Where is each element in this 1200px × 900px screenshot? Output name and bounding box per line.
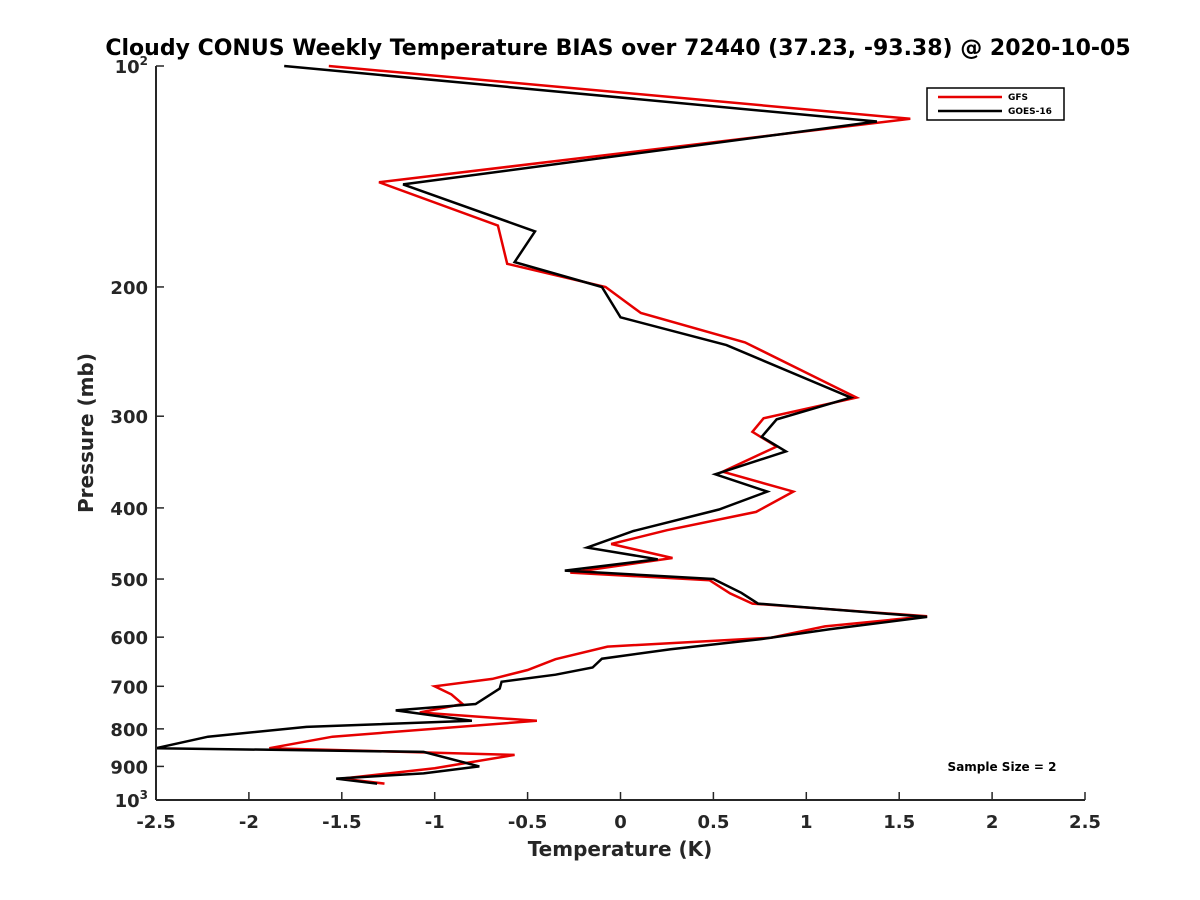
y-axis-label: Pressure (mb) xyxy=(74,353,98,513)
x-tick-label: 2.5 xyxy=(1069,812,1101,833)
y-tick-label: 102 xyxy=(115,54,148,78)
series-layer xyxy=(155,64,928,785)
y-tick-label: 400 xyxy=(110,499,148,520)
legend-box xyxy=(926,87,1065,121)
x-tick-label: 1 xyxy=(800,812,813,833)
x-axis-label: Temperature (K) xyxy=(528,837,713,861)
x-tick-label: -1 xyxy=(425,812,445,833)
x-tick-label: 0 xyxy=(614,812,627,833)
y-tick-label: 300 xyxy=(110,407,148,428)
legend-label-gfs: GFS xyxy=(1008,93,1028,103)
x-tick-label: 1.5 xyxy=(883,812,915,833)
x-tick-label: -0.5 xyxy=(508,812,547,833)
y-tick-label: 200 xyxy=(110,278,148,299)
x-tick-label: -2.5 xyxy=(136,812,175,833)
plot-area: -2.5 -2 -1.5 -1 -0.5 0 0.5 1 1.5 2 2.5 102 200 300 40… xyxy=(110,54,1101,833)
legend-label-goes-16: GOES-16 xyxy=(1008,107,1052,117)
y-tick-label: 500 xyxy=(110,570,148,591)
y-tick-label: 900 xyxy=(110,757,148,778)
legend: GFS GOES-16 xyxy=(926,87,1065,121)
x-tick-label: -1.5 xyxy=(322,812,361,833)
y-tick-label: 103 xyxy=(115,788,148,812)
x-tick-label: 2 xyxy=(986,812,999,833)
y-tick-label: 700 xyxy=(110,677,148,698)
chart-title: Cloudy CONUS Weekly Temperature BIAS ove… xyxy=(105,36,1130,61)
x-tick-label: -2 xyxy=(239,812,259,833)
x-axis-ticks: -2.5 -2 -1.5 -1 -0.5 0 0.5 1 1.5 2 2.5 xyxy=(136,792,1101,833)
sample-size-annotation: Sample Size = 2 xyxy=(948,760,1057,774)
x-tick-label: 0.5 xyxy=(697,812,729,833)
series-line-goes-16 xyxy=(155,64,928,785)
series-line-gfs xyxy=(269,64,928,785)
y-tick-label: 600 xyxy=(110,628,148,649)
y-axis-ticks: 102 200 300 400 500 600 700 800 900 103 xyxy=(110,54,164,812)
y-tick-label: 800 xyxy=(110,720,148,741)
